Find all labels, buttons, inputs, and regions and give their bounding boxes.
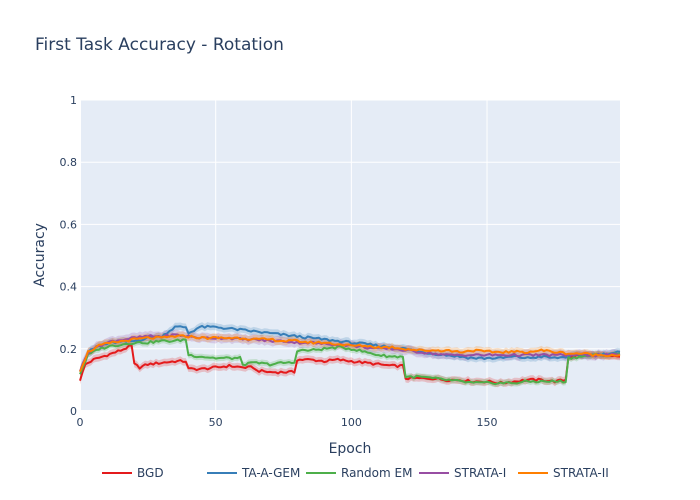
x-tick-label: 100	[341, 416, 362, 429]
y-tick-label: 0.8	[60, 156, 78, 169]
legend: BGD TA-A-GEM Random EM STRATA-I STRATA-II	[102, 466, 609, 480]
grid	[79, 99, 620, 412]
y-tick-label: 0	[70, 405, 77, 418]
band-ta-a-gem	[80, 322, 620, 376]
legend-label: BGD	[137, 466, 164, 480]
legend-item-strata-i[interactable]: STRATA-I	[419, 466, 506, 480]
line-strata-ii	[79, 334, 621, 373]
legend-item-random-em[interactable]: Random EM	[306, 466, 412, 480]
band-strata-ii	[80, 331, 620, 376]
y-axis-title: Accuracy	[32, 223, 48, 287]
x-tick-label: 0	[77, 416, 84, 429]
legend-label: Random EM	[341, 466, 412, 480]
x-axis-ticks: 0 50 100 150	[77, 416, 498, 429]
band-strata-i	[80, 329, 620, 376]
legend-label: STRATA-II	[553, 466, 609, 480]
y-tick-label: 0.4	[60, 281, 78, 294]
y-tick-label: 0.2	[60, 343, 78, 356]
line-bgd	[79, 344, 621, 385]
legend-item-ta-a-gem[interactable]: TA-A-GEM	[207, 466, 300, 480]
chart-title: First Task Accuracy - Rotation	[35, 35, 284, 55]
y-tick-label: 1	[70, 94, 77, 107]
y-axis-ticks: 0 0.2 0.4 0.6 0.8 1	[60, 94, 78, 418]
line-random-em	[79, 338, 621, 386]
x-tick-label: 50	[209, 416, 223, 429]
x-axis-title: Epoch	[329, 441, 372, 457]
line-ta-a-gem	[79, 324, 621, 373]
y-tick-label: 0.6	[60, 218, 78, 231]
legend-item-bgd[interactable]: BGD	[102, 466, 164, 480]
plot-background	[80, 100, 620, 411]
band-bgd	[80, 341, 620, 388]
x-tick-label: 150	[477, 416, 498, 429]
legend-label: STRATA-I	[454, 466, 506, 480]
legend-label: TA-A-GEM	[241, 466, 300, 480]
series-lines	[79, 324, 621, 386]
legend-item-strata-ii[interactable]: STRATA-II	[518, 466, 609, 480]
